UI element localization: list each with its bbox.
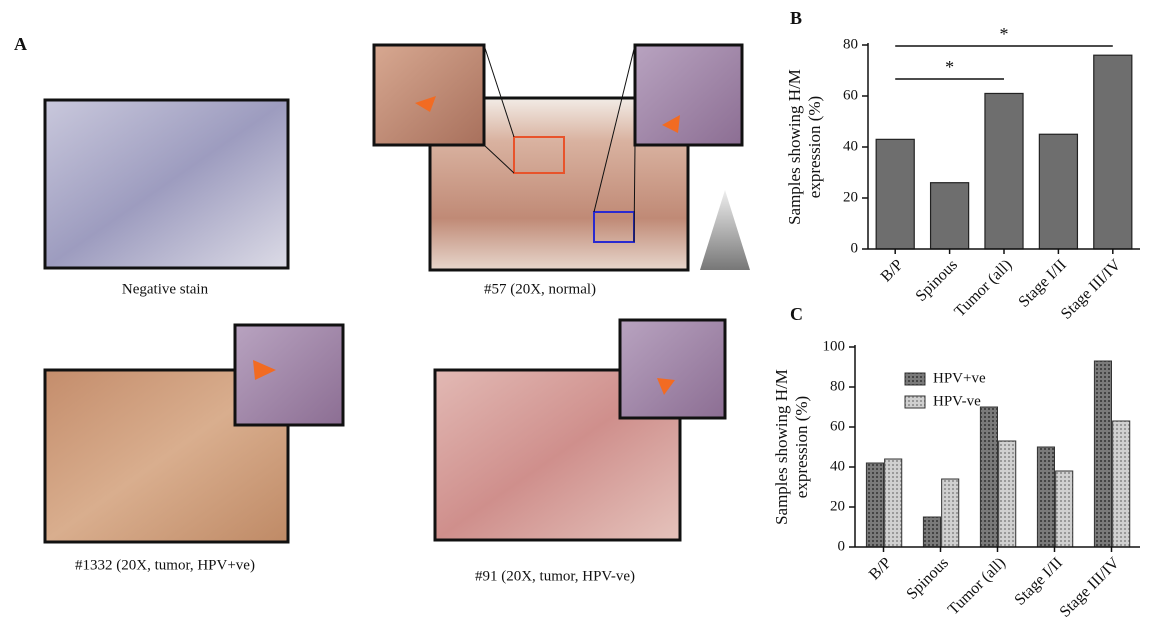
micrograph [43,98,290,270]
arrowhead [662,115,680,133]
panel-label: B [790,8,802,28]
x-tick-label: B/P [866,554,895,583]
inset [372,43,486,147]
zoom-line [483,144,515,174]
zoom-line [483,44,515,138]
y-tick-label: 40 [830,458,845,474]
y-axis-label: Samples showing H/M [785,69,804,225]
y-tick-label: 40 [843,138,858,154]
inset [633,43,744,147]
arrowhead [253,360,276,380]
x-tick-label: Stage I/II [1011,554,1065,608]
bar [1093,54,1133,250]
bar [865,462,885,548]
y-tick-label: 60 [843,87,858,103]
x-tick-label: B/P [878,256,907,285]
bar [941,478,960,548]
zoom-line [593,44,636,213]
y-tick-label: 0 [851,240,859,256]
bar [984,92,1024,250]
caption: #91 (20X, tumor, HPV-ve) [475,568,635,584]
bar [875,138,915,250]
y-tick-label: 20 [843,189,858,205]
y-axis-label: expression (%) [792,396,811,498]
bar [922,516,942,548]
caption: #1332 (20X, tumor, HPV+ve) [75,557,255,573]
legend-label: HPV-ve [933,393,981,409]
y-tick-label: 80 [843,36,858,52]
bar [1112,420,1131,548]
x-tick-label: Tumor (all) [951,256,1015,320]
x-tick-label: Spinous [903,554,951,602]
y-axis-label: Samples showing H/M [772,369,791,525]
bar [979,406,999,548]
panel-label: C [790,304,803,324]
y-tick-label: 20 [830,498,845,514]
inset [233,323,345,427]
zoom-box [513,136,565,174]
x-tick-label: Stage I/II [1015,256,1069,310]
caption: Negative stain [122,281,209,297]
bar [1055,470,1074,548]
micrographs [43,43,750,544]
bar [929,182,970,250]
x-tick-label: Spinous [913,256,961,304]
gradient-triangle [700,190,750,270]
bar [1038,133,1079,250]
bar [998,440,1017,548]
zoom-line [633,144,636,243]
bar [1036,446,1056,548]
y-tick-label: 100 [823,338,846,354]
caption: #57 (20X, normal) [484,281,596,297]
x-tick-label: Stage III/IV [1057,554,1124,621]
legend-label: HPV+ve [933,370,986,386]
y-tick-label: 60 [830,418,845,434]
legend-swatch [904,395,926,409]
bar [884,458,903,548]
significance-label: * [945,57,954,77]
x-tick-label: Tumor (all) [945,554,1009,618]
legend-swatch [904,372,926,386]
significance-label: * [1000,24,1009,44]
x-tick-label: Stage III/IV [1058,256,1125,323]
bar [1093,360,1113,548]
y-tick-label: 80 [830,378,845,394]
panel-label: A [14,34,27,54]
inset [618,318,727,420]
y-tick-label: 0 [838,538,846,554]
arrowhead [657,378,675,395]
y-axis-label: expression (%) [805,96,824,198]
arrowhead [415,96,436,112]
